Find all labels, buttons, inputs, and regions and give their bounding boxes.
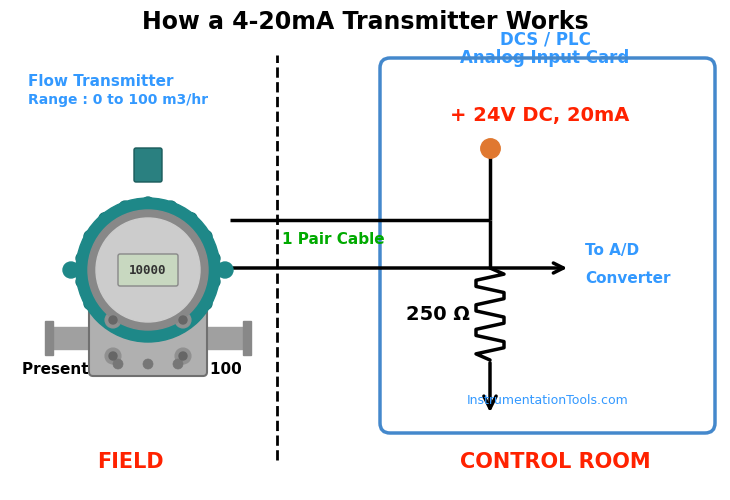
Text: 1 Pair Cable: 1 Pair Cable	[282, 232, 385, 246]
Circle shape	[142, 197, 154, 209]
Text: Present Flow Value = 100: Present Flow Value = 100	[22, 362, 242, 378]
FancyBboxPatch shape	[118, 254, 178, 286]
FancyBboxPatch shape	[134, 148, 162, 182]
Text: 10000: 10000	[129, 264, 166, 276]
Circle shape	[165, 327, 177, 339]
Circle shape	[96, 218, 200, 322]
Bar	[132, 282, 164, 290]
Text: + 24V DC, 20mA: + 24V DC, 20mA	[450, 106, 630, 124]
Text: FIELD: FIELD	[96, 452, 164, 472]
Text: DCS / PLC: DCS / PLC	[499, 31, 591, 49]
Circle shape	[175, 348, 191, 364]
FancyBboxPatch shape	[89, 300, 207, 376]
Circle shape	[140, 308, 156, 324]
Circle shape	[119, 327, 131, 339]
Circle shape	[200, 298, 212, 310]
Text: Flow Transmitter: Flow Transmitter	[28, 74, 174, 90]
Circle shape	[208, 252, 220, 264]
Text: To A/D: To A/D	[585, 243, 639, 258]
Text: CONTROL ROOM: CONTROL ROOM	[460, 452, 650, 472]
Circle shape	[99, 212, 111, 224]
Circle shape	[88, 210, 208, 330]
Circle shape	[185, 212, 197, 224]
Text: Range : 0 to 100 m3/hr: Range : 0 to 100 m3/hr	[28, 93, 208, 107]
Bar	[134, 278, 162, 300]
Bar	[45, 321, 53, 355]
Circle shape	[144, 312, 152, 320]
Text: 250 Ω: 250 Ω	[406, 304, 470, 324]
Circle shape	[217, 262, 233, 278]
Circle shape	[179, 352, 187, 360]
Circle shape	[119, 201, 131, 213]
Circle shape	[84, 298, 96, 310]
Circle shape	[175, 312, 191, 328]
Circle shape	[109, 316, 117, 324]
Circle shape	[105, 348, 121, 364]
Text: InstrumentationTools.com: InstrumentationTools.com	[467, 394, 629, 406]
Circle shape	[165, 201, 177, 213]
Circle shape	[76, 198, 220, 342]
Circle shape	[113, 359, 123, 369]
Circle shape	[179, 316, 187, 324]
Circle shape	[84, 230, 96, 242]
Text: Analog Input Card: Analog Input Card	[461, 49, 629, 67]
Circle shape	[63, 262, 79, 278]
Circle shape	[109, 352, 117, 360]
Circle shape	[99, 316, 111, 328]
Circle shape	[185, 316, 197, 328]
Circle shape	[173, 359, 183, 369]
Text: Converter: Converter	[585, 271, 670, 286]
Circle shape	[142, 331, 154, 343]
Text: How a 4-20mA Transmitter Works: How a 4-20mA Transmitter Works	[142, 10, 588, 34]
Bar	[51, 327, 93, 349]
Bar	[243, 321, 251, 355]
Circle shape	[76, 252, 88, 264]
Bar	[203, 327, 245, 349]
Circle shape	[105, 312, 121, 328]
Circle shape	[200, 230, 212, 242]
Circle shape	[143, 359, 153, 369]
Circle shape	[208, 276, 220, 287]
Circle shape	[76, 276, 88, 287]
